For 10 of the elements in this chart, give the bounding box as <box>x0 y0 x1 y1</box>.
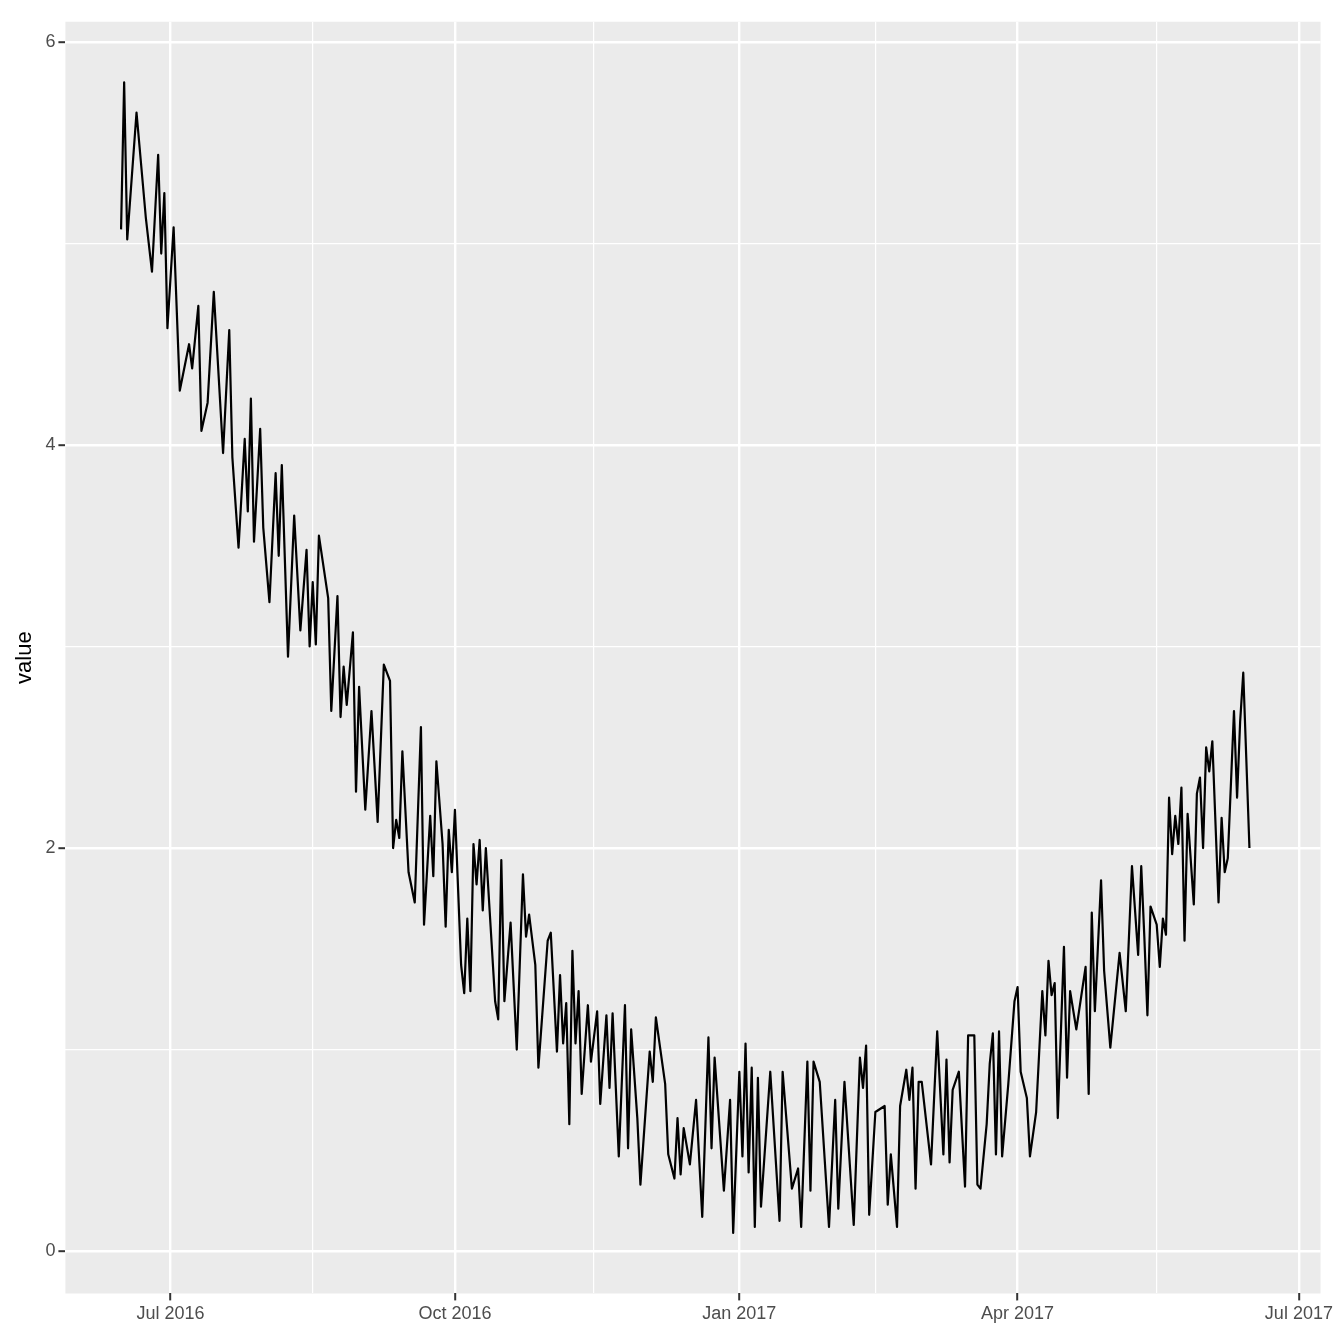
y-tick-label: 0 <box>45 1240 56 1261</box>
y-tick-label: 6 <box>45 30 56 51</box>
x-tick-label: Jul 2016 <box>136 1303 205 1324</box>
x-tick-label: Jan 2017 <box>702 1303 777 1324</box>
x-tick-label: Jul 2017 <box>1264 1303 1333 1324</box>
y-tick-label: 4 <box>45 433 56 454</box>
x-tick-label: Apr 2017 <box>981 1303 1055 1324</box>
x-tick-label: Oct 2016 <box>418 1303 492 1324</box>
y-tick-label: 2 <box>45 837 56 858</box>
y-axis-title: value <box>11 631 37 684</box>
